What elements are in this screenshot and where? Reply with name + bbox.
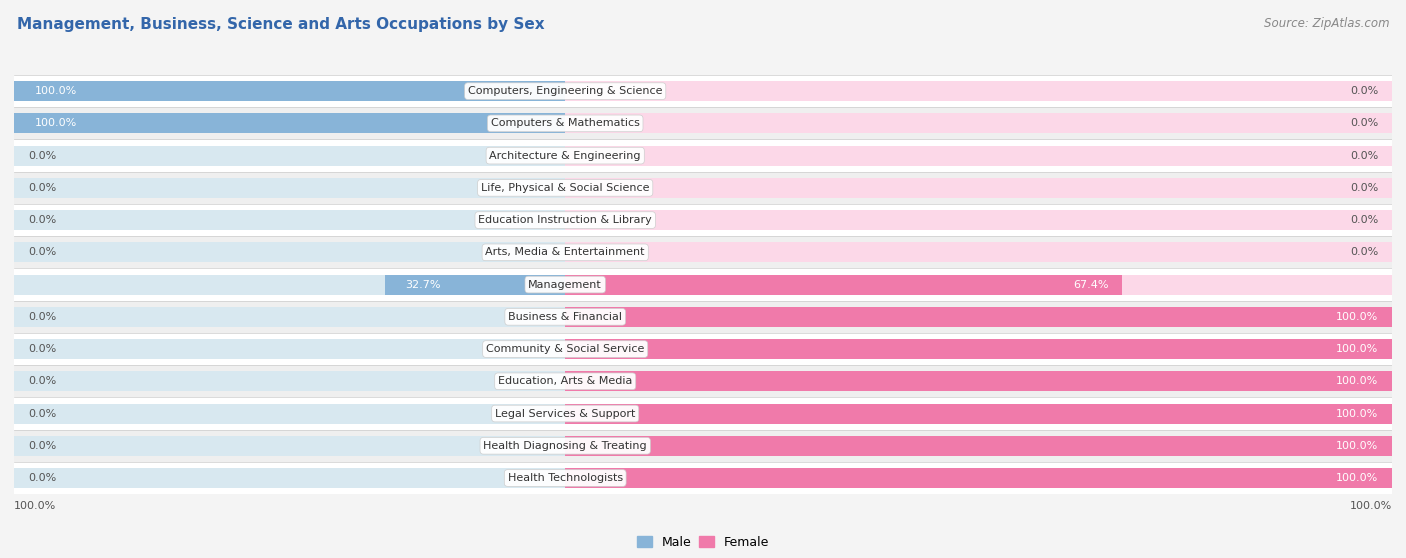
Text: Health Diagnosing & Treating: Health Diagnosing & Treating [484, 441, 647, 451]
Text: 100.0%: 100.0% [1336, 441, 1378, 451]
Text: Computers, Engineering & Science: Computers, Engineering & Science [468, 86, 662, 96]
Bar [14, 339, 565, 359]
Bar [14, 275, 565, 295]
Text: 0.0%: 0.0% [28, 215, 56, 225]
Bar [14, 462, 1392, 494]
Text: 100.0%: 100.0% [1336, 312, 1378, 322]
Bar [14, 268, 1392, 301]
Text: Computers & Mathematics: Computers & Mathematics [491, 118, 640, 128]
Text: 0.0%: 0.0% [28, 344, 56, 354]
Text: 0.0%: 0.0% [1350, 247, 1378, 257]
Bar [14, 371, 565, 391]
Text: Arts, Media & Entertainment: Arts, Media & Entertainment [485, 247, 645, 257]
Bar [565, 242, 1392, 262]
Text: Education, Arts & Media: Education, Arts & Media [498, 376, 633, 386]
Text: 0.0%: 0.0% [28, 441, 56, 451]
Bar [565, 275, 1392, 295]
Text: Management, Business, Science and Arts Occupations by Sex: Management, Business, Science and Arts O… [17, 17, 544, 32]
Bar [565, 146, 1392, 166]
Text: 100.0%: 100.0% [35, 86, 77, 96]
Bar [14, 468, 565, 488]
Text: 0.0%: 0.0% [28, 312, 56, 322]
Text: 100.0%: 100.0% [1350, 501, 1392, 511]
Bar [565, 371, 1392, 391]
Bar [14, 113, 565, 133]
Bar [565, 275, 1122, 295]
Bar [565, 339, 1392, 359]
Text: 100.0%: 100.0% [1336, 344, 1378, 354]
Text: 0.0%: 0.0% [1350, 86, 1378, 96]
Text: 0.0%: 0.0% [1350, 215, 1378, 225]
Bar [565, 403, 1392, 424]
Text: Legal Services & Support: Legal Services & Support [495, 408, 636, 418]
Bar [565, 468, 1392, 488]
Text: 0.0%: 0.0% [28, 376, 56, 386]
Bar [14, 113, 565, 133]
Bar [14, 242, 565, 262]
Text: 0.0%: 0.0% [1350, 151, 1378, 161]
Text: Life, Physical & Social Science: Life, Physical & Social Science [481, 183, 650, 193]
Bar [14, 178, 565, 198]
Bar [14, 333, 1392, 365]
Text: 0.0%: 0.0% [1350, 118, 1378, 128]
Bar [14, 236, 1392, 268]
Bar [14, 436, 565, 456]
Bar [14, 397, 1392, 430]
Bar [565, 113, 1392, 133]
Text: 0.0%: 0.0% [1350, 183, 1378, 193]
Bar [14, 172, 1392, 204]
Bar [565, 307, 1392, 327]
Bar [565, 436, 1392, 456]
Text: 67.4%: 67.4% [1073, 280, 1109, 290]
Bar [14, 146, 565, 166]
Text: 100.0%: 100.0% [1336, 473, 1378, 483]
Bar [14, 75, 1392, 107]
Bar [14, 81, 565, 101]
Text: 100.0%: 100.0% [14, 501, 56, 511]
Text: 0.0%: 0.0% [28, 408, 56, 418]
Bar [14, 107, 1392, 140]
Text: Education Instruction & Library: Education Instruction & Library [478, 215, 652, 225]
Text: Business & Financial: Business & Financial [508, 312, 623, 322]
Text: 100.0%: 100.0% [1336, 408, 1378, 418]
Bar [14, 403, 565, 424]
Bar [385, 275, 565, 295]
Bar [14, 307, 565, 327]
Text: 0.0%: 0.0% [28, 473, 56, 483]
Bar [14, 301, 1392, 333]
Bar [565, 210, 1392, 230]
Bar [565, 81, 1392, 101]
Text: Health Technologists: Health Technologists [508, 473, 623, 483]
Legend: Male, Female: Male, Female [633, 532, 773, 552]
Text: 0.0%: 0.0% [28, 183, 56, 193]
Bar [565, 468, 1392, 488]
Bar [14, 430, 1392, 462]
Bar [565, 307, 1392, 327]
Text: Management: Management [529, 280, 602, 290]
Text: 32.7%: 32.7% [406, 280, 441, 290]
Bar [14, 210, 565, 230]
Text: 0.0%: 0.0% [28, 151, 56, 161]
Text: Source: ZipAtlas.com: Source: ZipAtlas.com [1264, 17, 1389, 30]
Text: 100.0%: 100.0% [35, 118, 77, 128]
Bar [565, 436, 1392, 456]
Bar [565, 403, 1392, 424]
Text: 0.0%: 0.0% [28, 247, 56, 257]
Bar [14, 140, 1392, 172]
Bar [14, 365, 1392, 397]
Bar [565, 339, 1392, 359]
Text: Architecture & Engineering: Architecture & Engineering [489, 151, 641, 161]
Text: 100.0%: 100.0% [1336, 376, 1378, 386]
Bar [565, 178, 1392, 198]
Bar [14, 204, 1392, 236]
Bar [565, 371, 1392, 391]
Bar [14, 81, 565, 101]
Text: Community & Social Service: Community & Social Service [486, 344, 644, 354]
